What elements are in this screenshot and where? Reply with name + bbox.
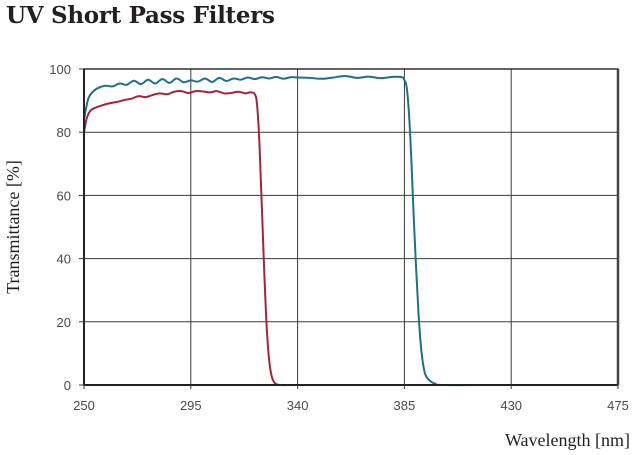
grid-lines <box>83 68 619 386</box>
y-tick-label: 20 <box>57 315 71 330</box>
chart-title: UV Short Pass Filters <box>6 2 275 29</box>
x-tick-label: 475 <box>607 398 629 413</box>
data-series <box>83 74 618 387</box>
x-tick-label: 295 <box>180 398 202 413</box>
x-tick-label: 340 <box>287 398 309 413</box>
x-tick-label: 385 <box>394 398 416 413</box>
y-axis-label: Transmittance [%] <box>3 160 23 294</box>
y-tick-label: 40 <box>57 252 71 267</box>
x-axis-label: Wavelength [nm] <box>505 430 630 450</box>
blue-filter-curve <box>83 74 618 387</box>
plot-frame <box>83 68 620 386</box>
red-filter-curve <box>83 90 618 387</box>
x-axis-ticks: 250 295 340 385 430 475 <box>73 385 629 413</box>
y-tick-label: 80 <box>57 125 71 140</box>
y-tick-label: 0 <box>64 378 71 393</box>
y-tick-label: 60 <box>57 188 71 203</box>
x-tick-label: 430 <box>500 398 522 413</box>
y-axis-ticks: 0 20 40 60 80 100 <box>49 62 84 393</box>
y-tick-label: 100 <box>49 62 71 77</box>
x-tick-label: 250 <box>73 398 95 413</box>
